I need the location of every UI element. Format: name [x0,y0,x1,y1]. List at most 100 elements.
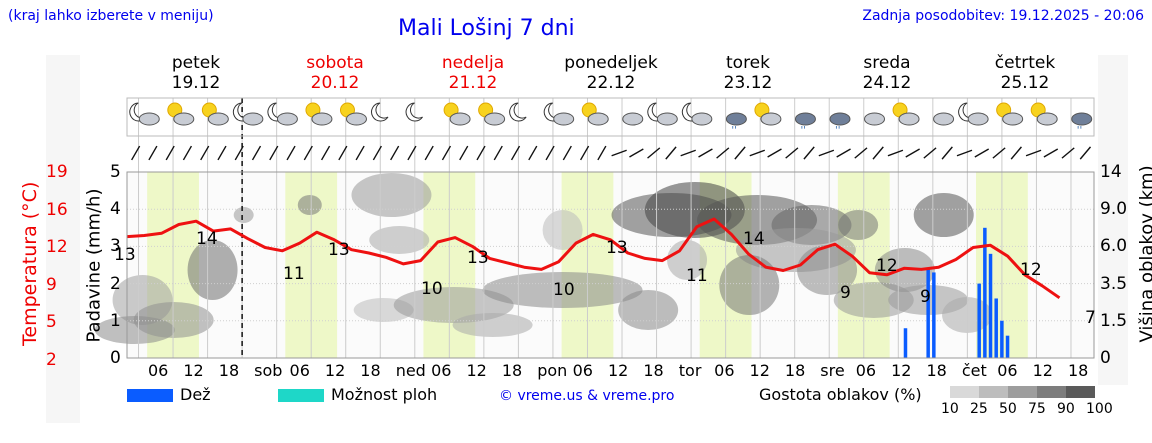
sun-cloud-icon [892,102,920,126]
right-panel [1098,55,1128,385]
wind-barb [320,145,331,161]
density-swatch [979,386,1008,398]
wind-barb [269,145,279,161]
time-label: 18 [1068,361,1089,380]
density-tick: 75 [1028,401,1046,417]
moon-cloud-icon [543,102,575,126]
wind-barb [217,145,227,161]
wind-barb [597,145,607,161]
wind-barb [1010,146,1022,160]
wind-barb [1025,149,1042,157]
cloud-icon [933,112,955,126]
cloud-shape [553,112,575,126]
precip-axis-label: Padavine (mm/h) [83,188,105,343]
density-tick: 25 [970,401,988,417]
density-swatch [1037,386,1066,398]
wind-barb [562,145,572,161]
day-name: nedelja [441,53,505,73]
temperature-tick: 2 [46,349,57,370]
wind-barb [459,145,469,161]
sun-cloud-icon [1030,102,1058,126]
rain-bar [1000,320,1004,358]
cloud-shape [622,112,644,126]
time-label: tor [678,361,702,380]
wind-barb [1061,147,1075,159]
day-header: sreda 24.12 [827,53,947,93]
cloud-height-tick: 3.5 [1100,273,1128,294]
day-date: 20.12 [310,73,360,93]
time-label: pon [537,361,568,380]
time-label: čet [961,361,987,380]
sun-cloud-icon [201,102,229,126]
rain-bar [926,268,930,358]
day-header: torek 23.12 [688,53,808,93]
temperature-value-label: 13 [606,238,628,258]
day-name: četrtek [994,53,1056,73]
temperature-value-label: 9 [840,283,851,303]
storm-legend-swatch [278,389,324,402]
time-label: 12 [891,361,912,380]
wind-barb [372,145,382,161]
precip-tick: 4 [110,199,121,220]
day-name: ponedeljek [564,53,658,73]
temperature-value-label: 13 [328,240,350,260]
sun-cloud-icon [339,102,367,126]
wind-barb [923,147,937,159]
cloud-layer [913,193,974,237]
sun-cloud-icon [305,102,333,126]
wind-barb [476,145,486,161]
temperature-value-label: 10 [553,280,575,300]
day-header: sobota 20.12 [275,53,395,93]
cloud-layer [618,290,679,330]
wind-barb [579,145,590,161]
icon-row [126,97,1095,137]
wind-barb [390,145,400,161]
wind-barb [887,149,904,157]
cloud-shape [345,112,367,126]
wind-barb [303,145,313,161]
moon-cloud-icon [232,102,264,126]
wind-barb [647,147,661,159]
temperature-value-label: 12 [876,256,898,276]
time-label: 06 [289,361,310,380]
time-label: 06 [572,361,593,380]
wind-barb [493,145,503,161]
left-panel [46,55,80,423]
density-swatch [1066,386,1095,398]
moon-cloud-icon [958,102,989,126]
density-tick: 100 [1086,401,1113,417]
time-label: 06 [855,361,877,380]
sun-cloud-icon [443,102,471,126]
wind-barb [698,148,713,158]
rain-legend-label: Dež [180,385,211,404]
rain-cloud-icon: '' [1071,112,1093,136]
time-label: 12 [1032,361,1053,380]
credit-link[interactable]: © vreme.us & vreme.pro [499,388,675,404]
day-name: petek [171,53,221,73]
cloud-shape [138,112,160,126]
temperature-value-label: 13 [467,248,489,268]
wind-barb [234,145,244,161]
last-updated: Zadnja posodobitev: 19.12.2025 - 20:06 [862,8,1144,24]
wind-barb [836,148,851,158]
wind-barb [545,145,555,161]
rain-drops: '' [800,125,806,136]
plot-frame [126,171,1095,359]
region-hint[interactable]: (kraj lahko izberete v meniju) [8,8,214,24]
time-label: ned [395,361,426,380]
precip-tick: 5 [110,162,121,182]
wind-barb [629,148,644,158]
wind-barb [680,149,696,157]
wind-barb [251,145,262,161]
day-date: 21.12 [448,73,498,93]
cloud-layer [719,255,780,315]
cloud-layer [233,207,254,223]
moon-cloud-icon [129,102,160,126]
cloud-height-tick: 14 [1100,162,1122,182]
wind-barb [854,147,868,159]
rain-drops: '' [1077,125,1083,136]
wind-barb [905,148,920,158]
cloud-height-tick: 1.5 [1100,310,1128,331]
time-label: 06 [431,361,452,380]
time-label: 12 [183,361,204,380]
